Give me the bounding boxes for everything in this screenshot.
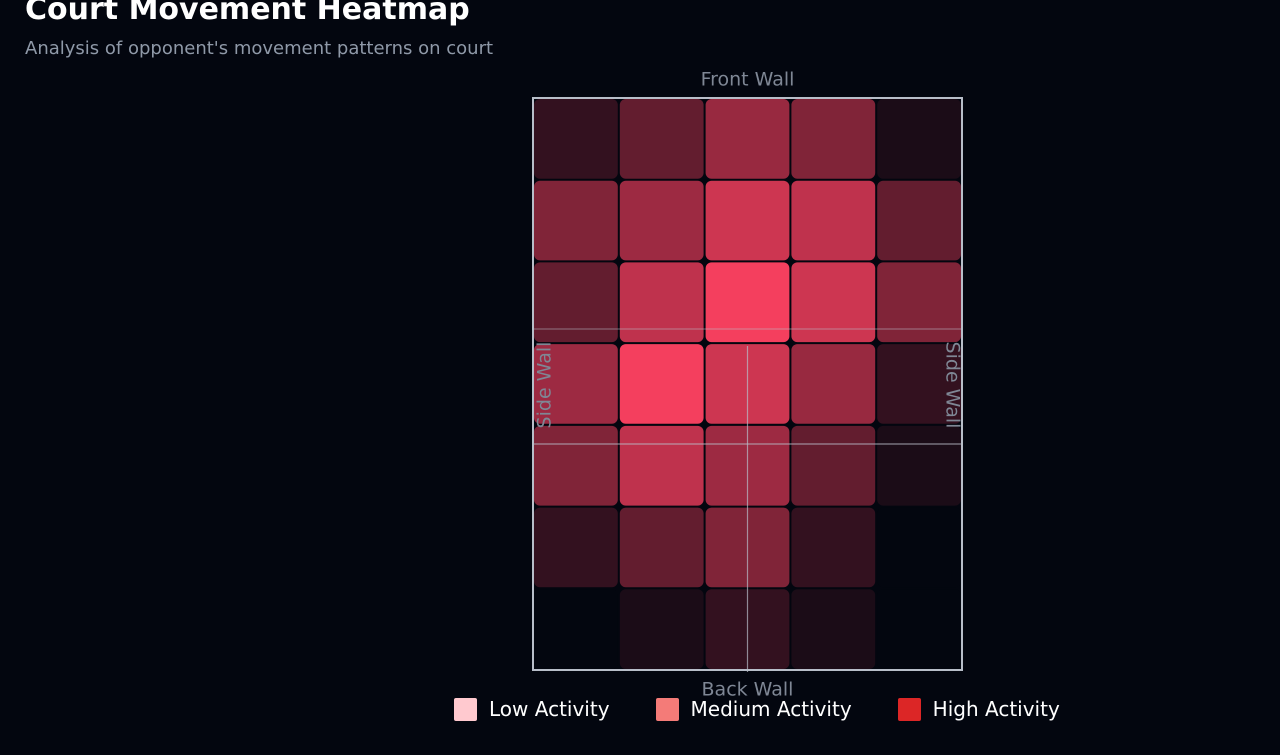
front-wall-label: Front Wall — [701, 69, 795, 91]
right-side-wall-label: Side Wall — [942, 342, 964, 429]
heatmap-cell-r5-c1 — [619, 507, 704, 588]
heatmap-cell-r0-c0 — [534, 99, 618, 179]
page-title: Court Movement Heatmap — [25, 0, 470, 27]
high-activity-swatch — [897, 697, 921, 721]
medium-activity-swatch — [655, 697, 679, 721]
heatmap-cell-r2-c2 — [705, 262, 790, 343]
low-activity-label: Low Activity — [489, 697, 610, 721]
heatmap-cell-r1-c2 — [705, 180, 790, 261]
heatmap-cell-r3-c0 — [534, 344, 618, 424]
heatmap-cell-r4-c1 — [619, 425, 704, 506]
left-side-wall-label: Side Wall — [534, 342, 556, 429]
heatmap-cell-r2-c3 — [791, 262, 876, 343]
heatmap-cell-r0-c4 — [877, 99, 961, 179]
heatmap-cell-r3-c3 — [791, 344, 876, 424]
heatmap-cell-r1-c0 — [534, 180, 618, 261]
heatmap-cell-r4-c0 — [534, 425, 618, 506]
heatmap-cell-r0-c2 — [705, 99, 790, 179]
low-activity-swatch — [454, 697, 477, 721]
heatmap-cell-r5-c4 — [877, 507, 961, 588]
heatmap-cells — [534, 99, 961, 669]
heatmap-cell-r2-c4 — [877, 262, 961, 343]
heatmap-cell-r1-c1 — [619, 180, 704, 261]
wall-labels: Front Wall Back Wall Side Wall Side Wall — [534, 69, 964, 701]
legend-item-medium: Medium Activity — [655, 696, 852, 722]
high-activity-label: High Activity — [932, 697, 1060, 721]
heatmap-cell-r3-c1 — [619, 344, 704, 424]
heatmap-cell-r5-c3 — [791, 507, 876, 588]
heatmap-cell-r5-c0 — [534, 507, 618, 588]
heatmap-cell-r3-c4 — [877, 344, 961, 424]
legend-item-high: High Activity — [897, 696, 1060, 722]
page-subtitle: Analysis of opponent's movement patterns… — [25, 38, 494, 59]
heatmap-cell-r1-c3 — [791, 180, 876, 261]
heatmap-cell-r2-c0 — [534, 262, 618, 343]
court-lines — [532, 97, 963, 672]
back-wall-label: Back Wall — [702, 679, 794, 701]
activity-legend: Low Activity Medium Activity High Activi… — [454, 696, 1060, 722]
heatmap-cell-r6-c1 — [619, 589, 704, 669]
heatmap-cell-r0-c3 — [791, 99, 876, 179]
heatmap-cell-r1-c4 — [877, 180, 961, 261]
heatmap-cell-r6-c0 — [534, 589, 618, 669]
heatmap-cell-r6-c3 — [791, 589, 876, 669]
legend-item-low: Low Activity — [454, 696, 610, 722]
heatmap-cell-r4-c4 — [877, 425, 961, 506]
heatmap-cell-r0-c1 — [619, 99, 704, 179]
heatmap-cell-r4-c3 — [791, 425, 876, 506]
heatmap-cell-r6-c4 — [877, 589, 961, 669]
medium-activity-label: Medium Activity — [690, 697, 852, 721]
heatmap-cell-r2-c1 — [619, 262, 704, 343]
